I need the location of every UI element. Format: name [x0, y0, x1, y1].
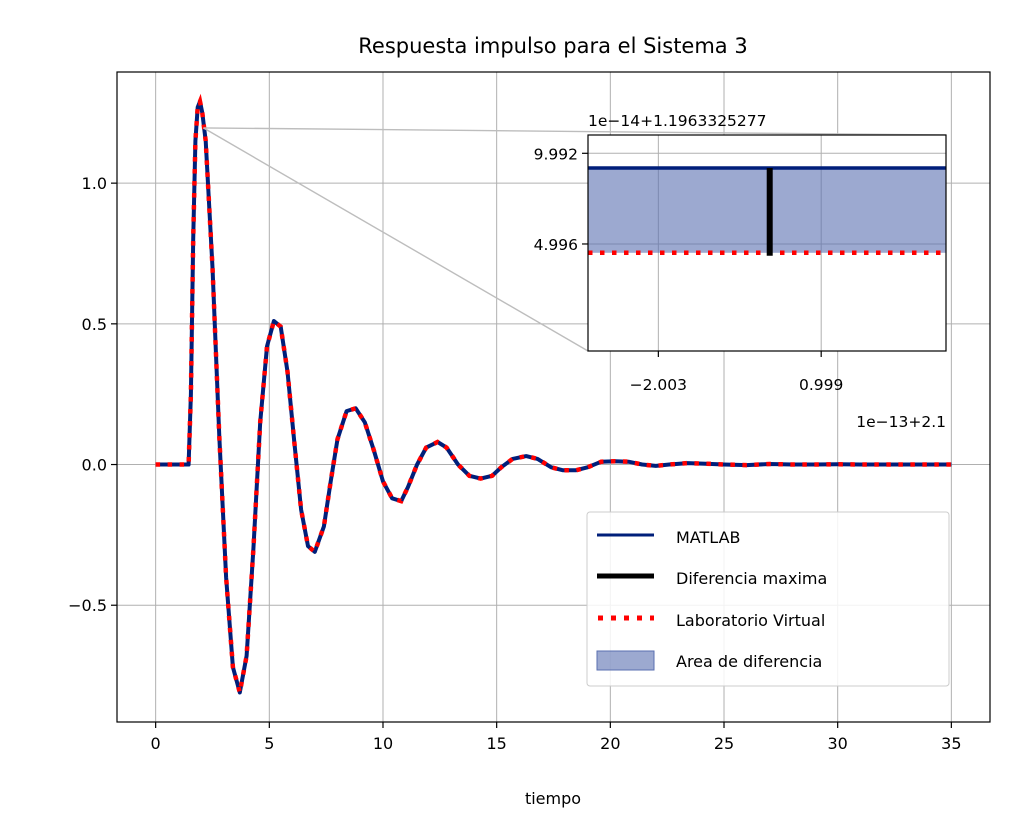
- legend-label-area-de-diferencia: Area de diferencia: [676, 652, 822, 671]
- y-tick-label: −0.5: [68, 596, 107, 615]
- x-axis-label: tiempo: [525, 789, 581, 808]
- inset-x-tick-label: −2.003: [630, 376, 687, 394]
- inset-plot-frame: [587, 134, 947, 352]
- legend-label-diferencia-maxima: Diferencia maxima: [676, 569, 827, 588]
- y-ticks: −0.5 0.0 0.5 1.0: [68, 174, 117, 615]
- inset-y-ticks: 9.992 4.996: [534, 145, 588, 254]
- legend-label-matlab: MATLAB: [676, 528, 740, 547]
- x-tick-label: 10: [373, 734, 393, 753]
- x-tick-label: 35: [941, 734, 961, 753]
- legend-swatch-area-de-diferencia: [596, 650, 655, 671]
- inset-x-offset-label: 1e−13+2.1: [856, 413, 946, 431]
- y-tick-label: 0.0: [82, 456, 107, 475]
- y-tick-label: 1.0: [82, 174, 107, 193]
- x-tick-label: 0: [151, 734, 161, 753]
- x-tick-label: 30: [828, 734, 848, 753]
- x-tick-label: 15: [486, 734, 506, 753]
- legend-box: [586, 511, 950, 687]
- inset-y-offset-label: 1e−14+1.1963325277: [588, 112, 767, 130]
- chart-title: Respuesta impulso para el Sistema 3: [358, 34, 747, 58]
- x-ticks: 0 5 10 15 20 25 30 35: [151, 722, 962, 753]
- x-tick-label: 20: [600, 734, 620, 753]
- inset-y-tick-label: 9.992: [534, 145, 578, 163]
- inset-x-ticks: −2.003 0.999: [630, 351, 843, 394]
- inset-y-tick-label: 4.996: [534, 236, 578, 254]
- series-line-laboratorio-virtual: [155, 93, 952, 694]
- legend: MATLAB Diferencia maxima Laboratorio Vir…: [586, 511, 950, 687]
- legend-label-laboratorio-virtual: Laboratorio Virtual: [676, 611, 825, 630]
- y-tick-label: 0.5: [82, 315, 107, 334]
- zoom-connector-top: [203, 127, 947, 136]
- zoom-connector-bottom: [203, 127, 589, 352]
- zoom-connector-lines: [203, 127, 947, 352]
- inset-axes: 9.992 4.996 −2.003 0.999 1e−14+1.196332527…: [534, 112, 947, 431]
- inset-x-tick-label: 0.999: [799, 376, 843, 394]
- x-tick-label: 5: [264, 734, 274, 753]
- main-plot-frame: [116, 71, 991, 723]
- x-tick-label: 25: [714, 734, 734, 753]
